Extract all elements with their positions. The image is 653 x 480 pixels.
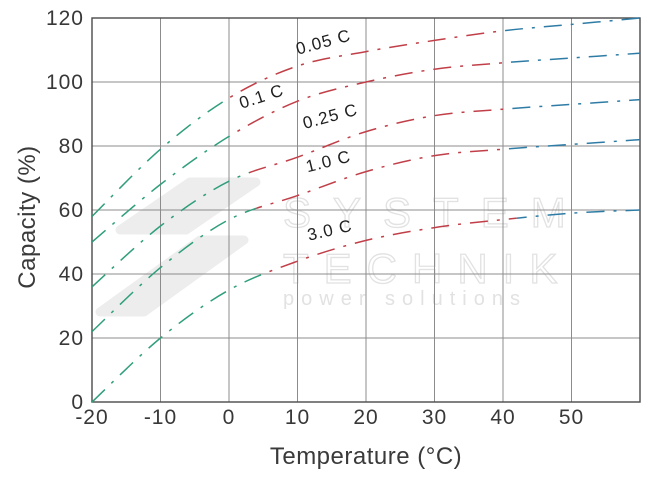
curve-segment-mid <box>229 30 503 99</box>
x-tick-label: 40 <box>490 406 515 429</box>
curve-3.0C <box>92 209 641 403</box>
curve-label: 0.25 C <box>301 100 360 133</box>
y-tick-label: 40 <box>59 263 84 286</box>
curve-label: 0.1 C <box>237 81 286 113</box>
watermark-line2: TECHNIK <box>283 245 572 292</box>
grid <box>92 18 640 402</box>
curve-segment-hot <box>503 138 640 150</box>
x-tick-label: 10 <box>285 406 310 429</box>
curve-segment-mid <box>263 217 517 275</box>
y-tick-label: 0 <box>71 391 84 414</box>
y-tick-label: 100 <box>46 71 84 94</box>
y-tick-label: 80 <box>59 135 84 158</box>
tick-labels: -20 -10 0 10 20 30 40 50 0 20 40 60 80 100 120 <box>46 7 584 429</box>
x-tick-label: -10 <box>144 406 177 429</box>
curve-segment-mid <box>249 108 503 174</box>
y-axis-title: Capacity (%) <box>14 145 41 289</box>
curve-label: 0.05 C <box>294 26 353 59</box>
curve-label: 1.0 C <box>304 147 353 176</box>
y-tick-label: 60 <box>59 199 84 222</box>
watermark-logo-swoosh-bottom-icon <box>95 235 249 317</box>
x-tick-label: 20 <box>353 406 378 429</box>
y-tick-label: 20 <box>59 327 84 350</box>
curve-segment-mid <box>256 148 503 210</box>
curve-segment-hot <box>516 209 641 219</box>
curve-segment-mid <box>235 62 503 134</box>
x-tick-label: 30 <box>422 406 447 429</box>
watermark-line3: power solutions <box>283 288 527 310</box>
curve-segment-cold <box>92 131 236 243</box>
watermark-line1: SYSTEM <box>283 189 588 236</box>
curve-0.05C <box>92 17 640 217</box>
x-tick-label: -20 <box>75 406 108 429</box>
x-tick-label: 0 <box>223 406 236 429</box>
x-axis-title: Temperature (°C) <box>269 443 463 470</box>
y-tick-label: 120 <box>46 7 84 30</box>
curve-1.0C <box>92 138 640 333</box>
x-tick-label: 50 <box>559 406 584 429</box>
curve-0.25C <box>92 98 640 288</box>
curve-0.1C <box>92 52 640 243</box>
curve-segment-hot <box>503 17 640 32</box>
